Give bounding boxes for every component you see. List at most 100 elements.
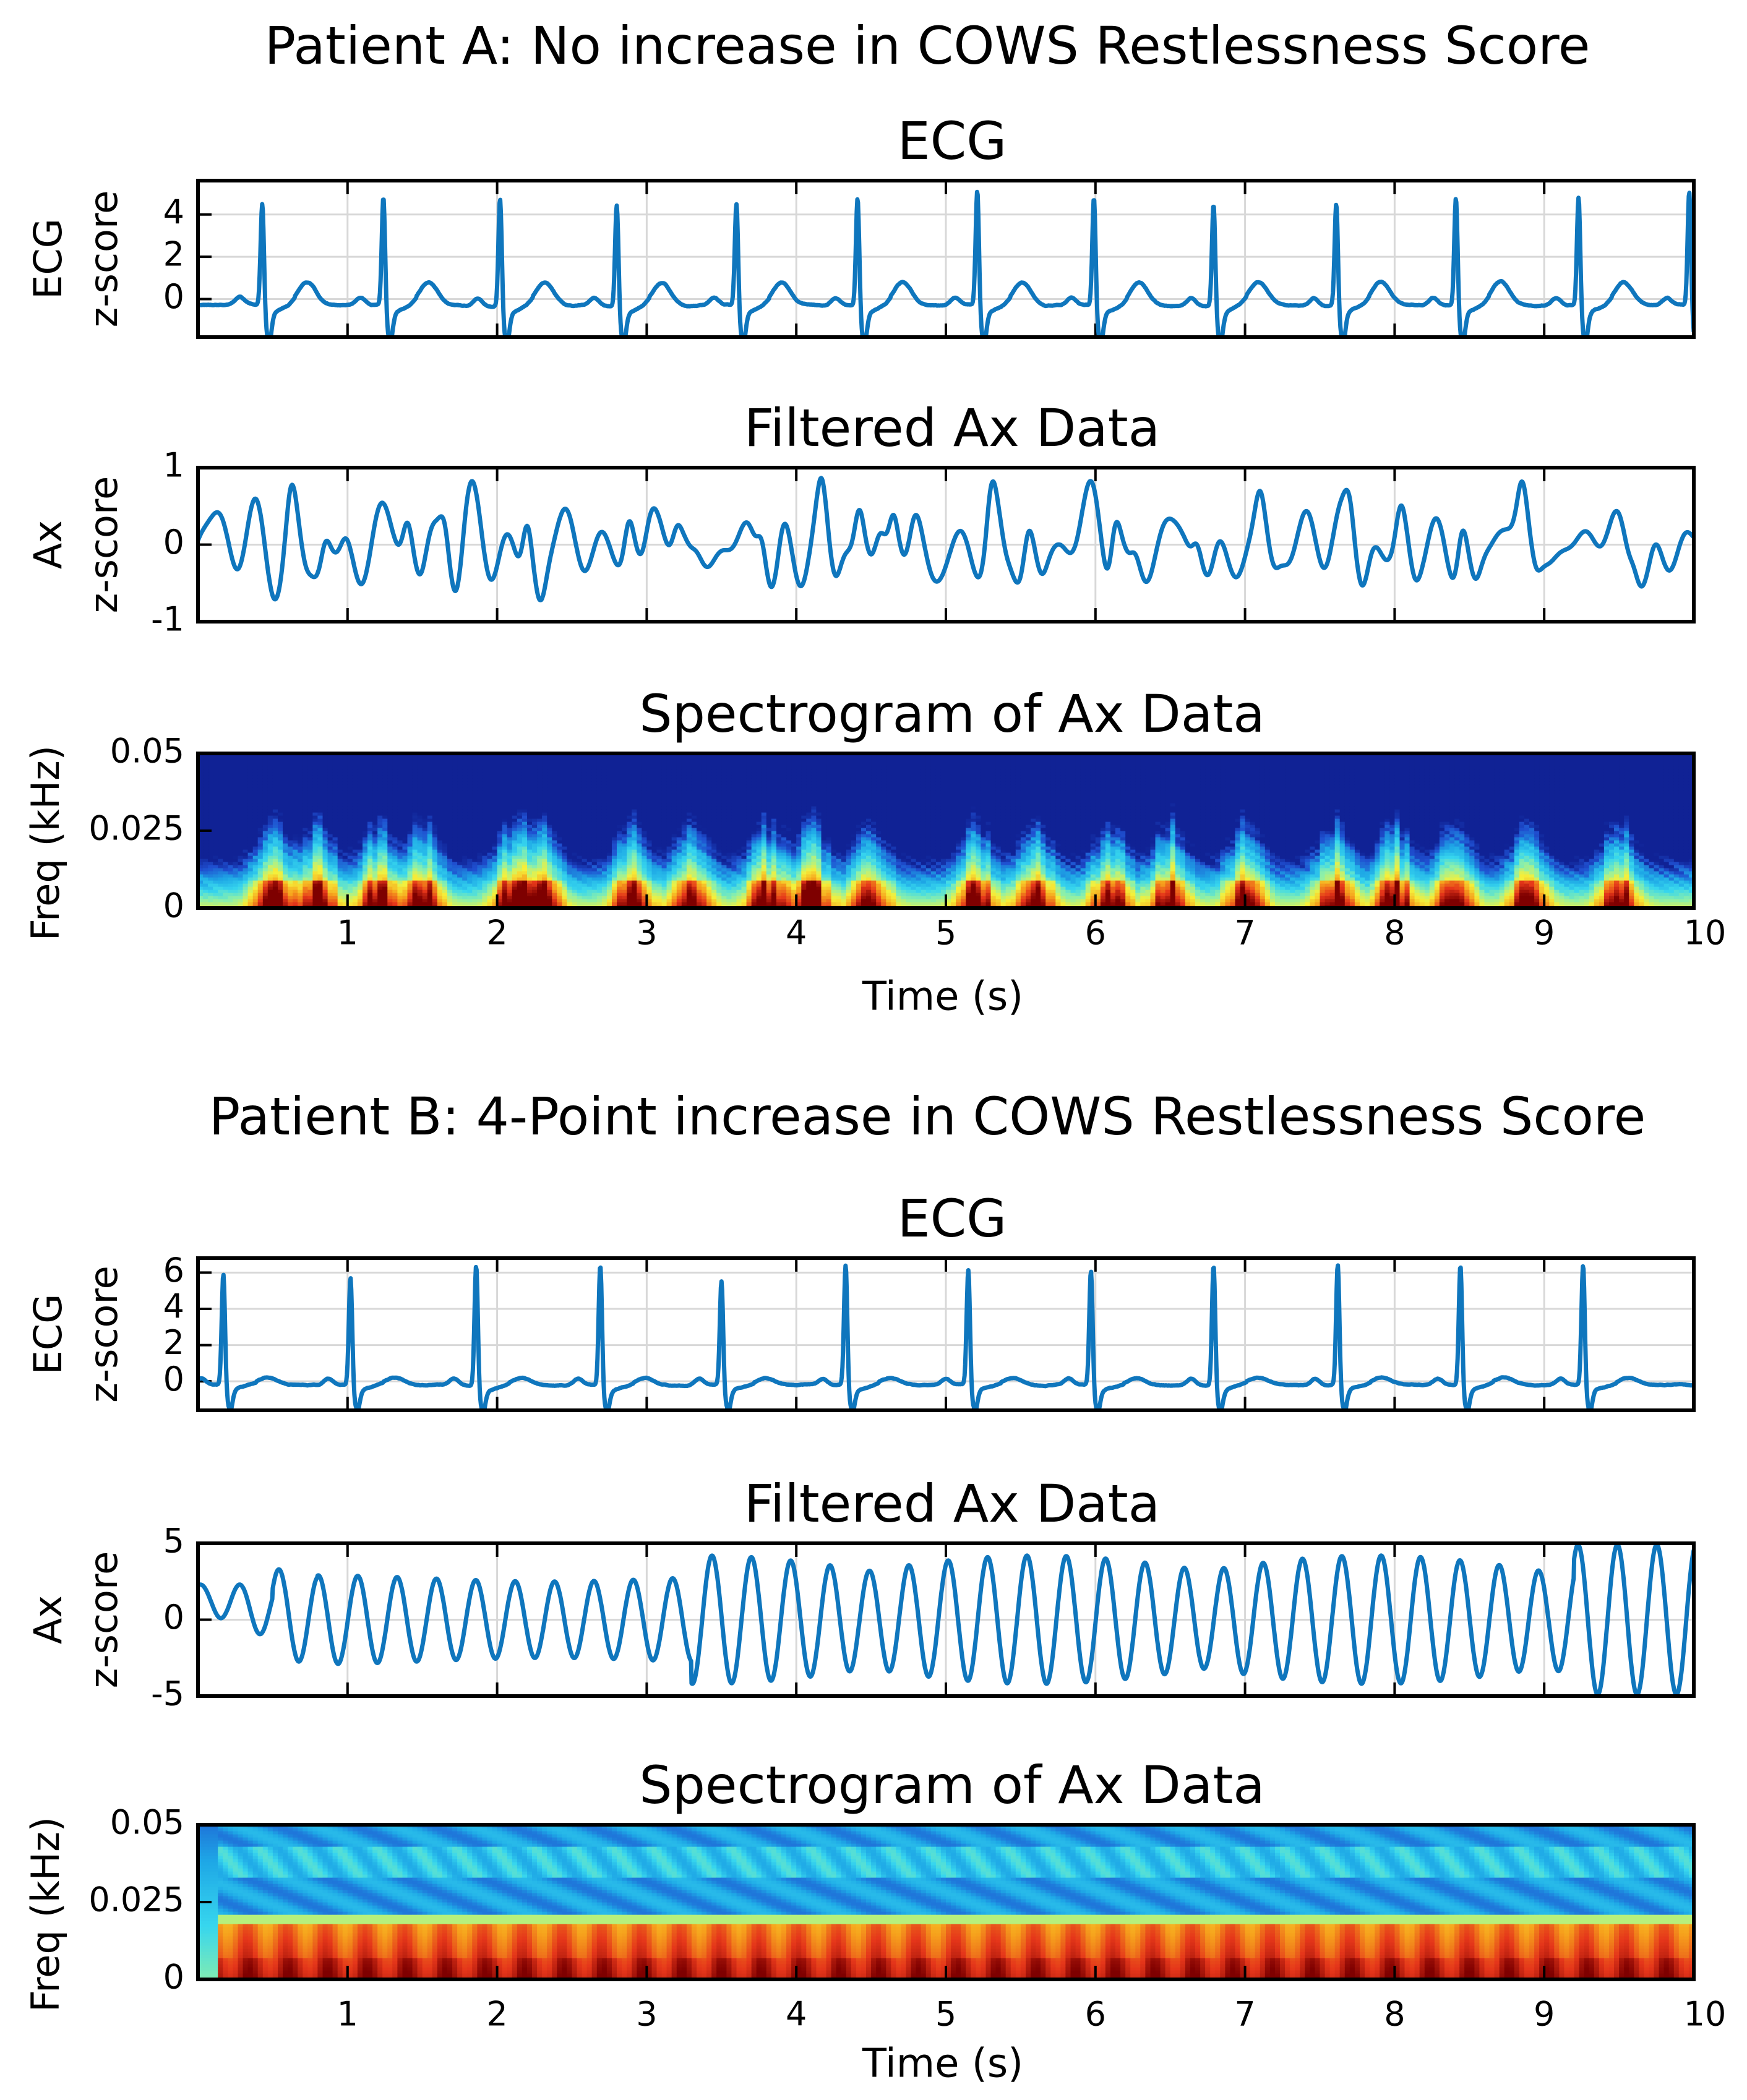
panel-A-spec-cell xyxy=(457,818,463,822)
panel-A-spec-cell xyxy=(223,840,228,844)
panel-A-spec-cell xyxy=(642,825,647,828)
y-tick-label: 0 xyxy=(163,523,184,562)
panel-A-spec-cell xyxy=(547,806,552,810)
panel-A-spec-cell xyxy=(527,837,533,841)
panel-A-spec-cell xyxy=(252,787,259,791)
panel-A-spec-cell xyxy=(247,886,254,890)
panel-A-spec-cell xyxy=(337,868,343,872)
panel-A-spec-cell xyxy=(303,806,308,810)
panel-A-spec-cell xyxy=(337,794,343,797)
panel-A-spec-cell xyxy=(363,871,368,875)
panel-A-spec-cell xyxy=(372,803,378,807)
panel-A-spec-cell xyxy=(303,766,308,769)
panel-A-spec-cell xyxy=(586,902,593,906)
panel-A-spec-cell xyxy=(312,893,319,896)
panel-A-spec-cell xyxy=(377,806,383,810)
panel-A-spec-cell xyxy=(632,806,637,810)
panel-A-spec-cell xyxy=(651,874,658,878)
panel-A-spec-cell xyxy=(223,886,228,890)
panel-A-spec-cell xyxy=(357,812,363,816)
panel-A-spec-cell xyxy=(422,806,428,810)
y-tick-label: 2 xyxy=(163,235,184,274)
panel-A-spec-cell xyxy=(671,834,677,838)
panel-A-spec-cell xyxy=(363,806,368,810)
panel-A-spec-cell xyxy=(367,812,373,816)
panel-A-spec-cell xyxy=(283,784,288,788)
panel-A-spec-cell xyxy=(487,828,493,831)
panel-A-spec-cell xyxy=(257,871,264,875)
panel-A-spec-cell xyxy=(387,893,393,896)
panel-A-spec-cell xyxy=(233,893,239,896)
panel-A-spec-cell xyxy=(542,772,547,776)
panel-A-spec-cell xyxy=(342,902,348,906)
panel-A-spec-cell xyxy=(557,809,562,813)
panel-A-spec-cell xyxy=(567,778,573,782)
panel-A-spec-cell xyxy=(567,818,573,822)
panel-A-spec-cell xyxy=(357,843,363,847)
panel-A-spec-cell xyxy=(432,787,438,791)
panel-A-spec-cell xyxy=(377,840,383,844)
panel-A-spec-cell xyxy=(422,893,428,896)
panel-A-spec-cell xyxy=(267,880,273,884)
panel-A-spec-cell xyxy=(233,763,239,766)
panel-A-spec-cell xyxy=(372,865,378,868)
panel-A-spec-cell xyxy=(467,821,473,825)
panel-A-spec-cell xyxy=(686,902,692,906)
panel-A-spec-cell xyxy=(427,828,433,831)
panel-A-spec-cell xyxy=(427,896,433,899)
panel-A-spec-cell xyxy=(497,877,503,881)
panel-A-spec-cell xyxy=(412,865,418,868)
panel-A-spec-cell xyxy=(452,840,458,844)
panel-A-spec-cell xyxy=(228,787,234,791)
panel-A-spec-cell xyxy=(601,855,607,859)
panel-A-spec-cell xyxy=(288,800,293,804)
panel-A-spec-cell xyxy=(262,809,268,813)
panel-A-spec-cell xyxy=(552,846,557,850)
panel-A-spec-cell xyxy=(223,852,228,856)
panel-A-spec-cell xyxy=(502,809,508,813)
panel-A-spec-cell xyxy=(557,899,562,902)
panel-A-spec-cell xyxy=(532,781,538,785)
panel-A-spec-cell xyxy=(382,781,388,785)
panel-A-spec-cell xyxy=(397,899,403,902)
panel-A-spec-cell xyxy=(656,763,663,766)
panel-A-spec-cell xyxy=(442,852,448,856)
panel-A-spec-cell xyxy=(502,871,508,875)
panel-A-spec-cell xyxy=(412,803,418,807)
panel-A-spec-cell xyxy=(247,797,254,800)
panel-A-spec-cell xyxy=(317,818,324,822)
panel-A-spec-cell xyxy=(412,772,418,776)
panel-A-spec-cell xyxy=(601,846,607,850)
panel-A-spec-cell xyxy=(596,849,603,853)
panel-A-spec-cell xyxy=(457,803,463,807)
panel-A-spec-cell xyxy=(317,760,324,763)
panel-A-spec-cell xyxy=(332,899,338,902)
panel-A-spec-cell xyxy=(671,806,677,810)
panel-A-spec-cell xyxy=(472,834,478,838)
panel-A-spec-cell xyxy=(552,874,557,878)
panel-A-spec-cell xyxy=(218,797,223,800)
panel-A-spec-cell xyxy=(283,821,288,825)
panel-A-spec-cell xyxy=(502,843,508,847)
panel-A-spec-cell xyxy=(606,880,612,884)
panel-A-spec-cell xyxy=(517,769,523,773)
panel-A-spec-cell xyxy=(332,849,338,853)
panel-A-spec-cell xyxy=(622,775,627,779)
panel-A-spec-cell xyxy=(622,772,627,776)
panel-A-spec-cell xyxy=(507,849,513,853)
panel-A-spec-cell xyxy=(257,794,264,797)
panel-A-spec-cell xyxy=(307,896,313,899)
panel-A-spec-cell xyxy=(303,769,308,773)
panel-A-spec-cell xyxy=(591,794,598,797)
panel-A-spec-cell xyxy=(637,756,642,760)
panel-A-spec-cell xyxy=(512,865,518,868)
panel-A-spec-cell xyxy=(522,766,528,769)
panel-A-spec-cell xyxy=(337,809,343,813)
panel-A-spec-cell xyxy=(312,871,319,875)
panel-A-spec-cell xyxy=(591,859,598,862)
panel-A-spec-cell xyxy=(462,843,468,847)
panel-A-spec-cell xyxy=(606,883,612,887)
panel-A-spec-cell xyxy=(367,791,373,794)
panel-A-spec-cell xyxy=(283,849,288,853)
panel-A-spec-cell xyxy=(577,828,583,831)
